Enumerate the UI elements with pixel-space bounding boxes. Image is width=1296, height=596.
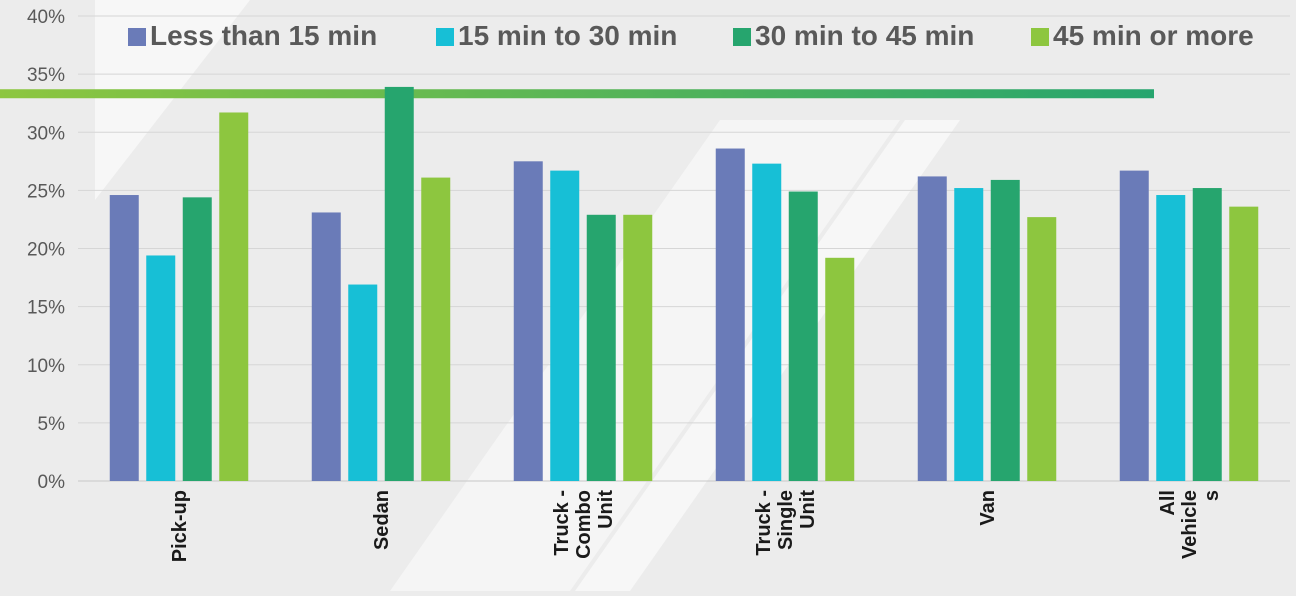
bar xyxy=(550,170,580,482)
bar xyxy=(1192,188,1222,482)
bar xyxy=(421,177,451,481)
bar xyxy=(348,284,378,481)
y-tick-label: 15% xyxy=(27,298,65,319)
bar xyxy=(1229,206,1259,481)
bar xyxy=(1027,217,1057,482)
y-tick-label: 20% xyxy=(27,240,65,261)
legend-swatch xyxy=(1031,28,1049,46)
bar xyxy=(384,86,414,481)
y-tick-label: 25% xyxy=(27,181,65,202)
x-tick-label: Truck - xyxy=(551,490,573,556)
bar xyxy=(788,191,818,481)
y-tick-label: 35% xyxy=(27,65,65,86)
x-tick-label: Unit xyxy=(595,490,617,529)
accent-bar xyxy=(0,89,1154,99)
y-tick-label: 5% xyxy=(38,414,66,435)
y-tick-label: 40% xyxy=(27,7,65,28)
bar xyxy=(1119,170,1149,482)
x-tick-label: Vehicle xyxy=(1179,490,1201,559)
bar xyxy=(1156,195,1186,481)
bar xyxy=(586,214,616,481)
x-tick-label: Single xyxy=(775,490,797,550)
bar xyxy=(990,179,1020,481)
bar xyxy=(311,212,341,481)
bar xyxy=(109,195,139,481)
legend-swatch xyxy=(128,28,146,46)
x-tick-label: Van xyxy=(977,490,999,526)
bar xyxy=(513,161,543,481)
legend-swatch xyxy=(436,28,454,46)
x-tick-label: All xyxy=(1157,490,1179,516)
bar xyxy=(752,163,782,481)
legend-swatch xyxy=(733,28,751,46)
x-tick-label: Sedan xyxy=(371,490,393,550)
x-tick-label: Unit xyxy=(797,490,819,529)
bar xyxy=(715,148,745,481)
x-tick-label: Truck - xyxy=(753,490,775,556)
bar xyxy=(623,214,653,481)
x-tick-label: Combo xyxy=(573,490,595,559)
legend-label: 45 min or more xyxy=(1053,20,1254,51)
bar xyxy=(825,257,855,481)
bar xyxy=(219,112,249,482)
bar xyxy=(917,176,947,482)
legend: Less than 15 min 15 min to 30 min 30 min t… xyxy=(128,20,1254,51)
legend-label: Less than 15 min xyxy=(150,20,377,51)
legend-label: 30 min to 45 min xyxy=(755,20,974,51)
legend-label: 15 min to 30 min xyxy=(458,20,677,51)
bars xyxy=(109,86,1259,482)
y-axis: 0% 5% 10% 15% 20% 25% 30% 35% 40% xyxy=(27,7,65,493)
x-axis-labels: Pick-up Sedan Truck - Combo Unit Truck - Singl… xyxy=(169,490,1223,563)
bar xyxy=(182,197,212,481)
x-tick-label: s xyxy=(1201,490,1223,501)
gridlines xyxy=(78,15,1290,482)
bar xyxy=(954,188,984,482)
x-tick-label: Pick-up xyxy=(169,490,191,562)
y-tick-label: 10% xyxy=(27,356,65,377)
bar xyxy=(146,255,176,481)
y-tick-label: 30% xyxy=(27,123,65,144)
y-tick-label: 0% xyxy=(38,472,66,493)
